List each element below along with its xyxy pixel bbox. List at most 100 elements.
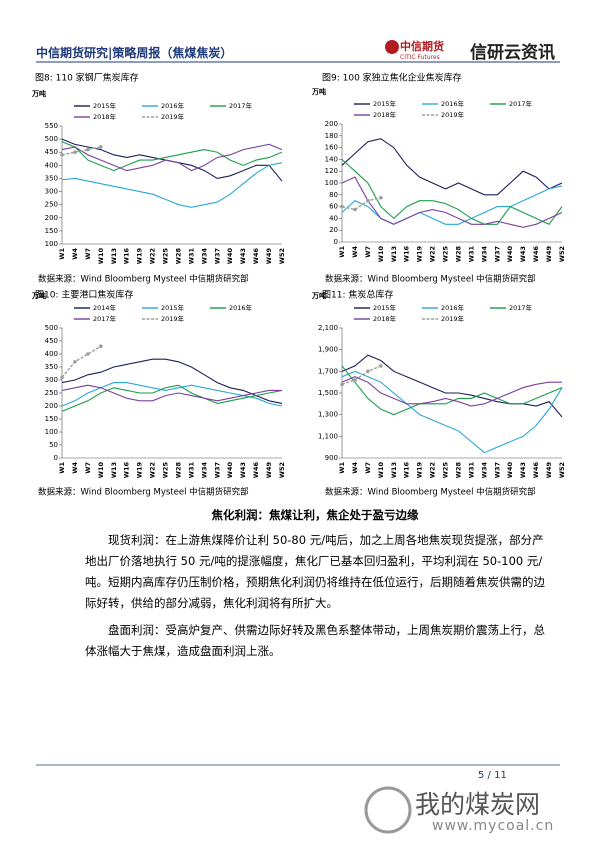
- x-tick-label: W10: [97, 462, 105, 479]
- logo: 中信期货 CITIC Futures: [400, 38, 444, 61]
- y-tick-label: 500: [45, 324, 58, 332]
- y-tick-label: 450: [45, 148, 58, 156]
- header-title: 中信期货研究|策略周报（焦煤焦炭）: [36, 46, 233, 60]
- series-marker: [379, 195, 383, 200]
- series-line: [341, 158, 563, 225]
- source: 数据来源：Wind Bloomberg Mysteel 中信期货研究部: [325, 487, 536, 498]
- series-line: [61, 138, 283, 182]
- y-tick-label: 200: [45, 402, 58, 410]
- x-tick-label: W1: [58, 248, 66, 260]
- series-marker: [86, 147, 90, 152]
- series-marker: [366, 198, 370, 203]
- legend-label: 2017年: [509, 99, 533, 108]
- series-line: [341, 370, 563, 454]
- x-tick-label: W40: [226, 462, 234, 479]
- legend-label: 2018年: [373, 314, 397, 323]
- series-line: [61, 143, 283, 172]
- legend-label: 2019年: [161, 314, 185, 323]
- x-tick-label: W40: [226, 248, 234, 265]
- x-tick-label: W25: [162, 248, 170, 265]
- x-tick-label: W19: [136, 462, 144, 479]
- legend-label: 2019年: [161, 112, 185, 121]
- y-tick-label: 150: [45, 227, 58, 235]
- x-tick-label: W19: [416, 462, 424, 479]
- x-tick-label: W13: [110, 462, 118, 478]
- y-tick-label: 1,700: [318, 367, 338, 375]
- series-line: [341, 365, 382, 385]
- unit-label: 万吨: [311, 87, 326, 96]
- series-marker: [366, 369, 370, 374]
- y-tick-label: 900: [325, 454, 338, 462]
- paragraph: 现货利润：在上游焦煤降价让利 50-80 元/吨后，加之上周各地焦炭现货提涨，部…: [85, 533, 545, 610]
- series-marker: [60, 153, 64, 157]
- series-marker: [73, 360, 77, 364]
- heading: 焦化利润：焦煤让利，焦企处于盈亏边缘: [211, 508, 419, 522]
- x-tick-label: W19: [136, 248, 144, 265]
- paragraph: 盘面利润：受高炉复产、供需边际好转及黑色系整体带动，上周焦炭期价震荡上行，总体涨…: [85, 623, 545, 658]
- unit-label: 万吨: [31, 89, 46, 98]
- x-tick-label: W34: [480, 246, 488, 263]
- series-line: [341, 176, 563, 228]
- x-tick-label: W22: [149, 248, 157, 264]
- logo-cn: 中信期货: [400, 40, 444, 53]
- series-marker: [86, 352, 90, 356]
- legend-label: 2016年: [229, 303, 253, 312]
- figure-caption: 图10: 主要港口焦炭库存: [35, 289, 133, 301]
- figure-caption: 图8: 110 家钢厂焦炭库存: [35, 72, 139, 84]
- logo-icon: [385, 40, 399, 54]
- y-tick-label: 140: [325, 155, 338, 163]
- y-tick-label: 20: [329, 226, 338, 234]
- y-tick-label: 1,900: [318, 346, 338, 354]
- y-tick-label: 40: [329, 214, 338, 222]
- legend-label: 2015年: [93, 101, 117, 110]
- source: 数据来源：Wind Bloomberg Mysteel 中信期货研究部: [38, 274, 249, 285]
- y-tick-label: 180: [325, 132, 338, 140]
- figure-caption: 图9: 100 家独立焦化企业焦炭库存: [322, 72, 462, 84]
- x-tick-label: W37: [213, 462, 221, 478]
- series-line: [61, 146, 101, 156]
- legend-label: 2015年: [373, 99, 397, 108]
- x-tick-label: W31: [187, 462, 195, 479]
- unit-label: 万吨: [31, 291, 46, 300]
- x-tick-label: W34: [200, 462, 208, 479]
- x-tick-label: W46: [252, 462, 260, 479]
- x-tick-label: W1: [338, 246, 346, 258]
- x-tick-label: W4: [351, 246, 359, 258]
- x-tick-label: W46: [532, 246, 540, 263]
- series-line: [341, 365, 563, 416]
- x-tick-label: W1: [338, 462, 346, 474]
- watermark-icon: [364, 786, 412, 834]
- series-marker: [99, 344, 103, 349]
- x-tick-label: W22: [429, 462, 437, 478]
- x-tick-label: W10: [97, 248, 105, 265]
- series-line: [61, 382, 283, 407]
- y-tick-label: 500: [45, 135, 58, 143]
- x-tick-label: W34: [480, 462, 488, 479]
- source: 数据来源：Wind Bloomberg Mysteel 中信期货研究部: [38, 487, 249, 498]
- x-tick-label: W52: [278, 462, 286, 478]
- y-tick-label: 100: [45, 428, 58, 436]
- y-tick-label: 100: [45, 240, 58, 248]
- x-tick-label: W52: [278, 248, 286, 264]
- x-tick-label: W49: [265, 462, 273, 479]
- series-line: [61, 162, 283, 208]
- legend-label: 2015年: [161, 303, 185, 312]
- x-tick-label: W16: [403, 246, 411, 263]
- x-tick-label: W7: [364, 246, 372, 258]
- x-tick-label: W52: [558, 462, 566, 478]
- x-tick-label: W37: [493, 462, 501, 478]
- x-tick-label: W25: [442, 246, 450, 263]
- body: 焦化利润：焦煤让利，焦企处于盈亏边缘 现货利润：在上游焦煤降价让利 50-80 …: [85, 505, 545, 668]
- y-tick-label: 50: [49, 441, 58, 449]
- y-tick-label: 120: [325, 167, 338, 175]
- series-line: [61, 141, 283, 172]
- y-tick-label: 550: [45, 122, 58, 130]
- legend-label: 2019年: [441, 314, 465, 323]
- legend-label: 2016年: [161, 101, 185, 110]
- y-tick-label: 300: [45, 376, 58, 384]
- legend-label: 2014年: [93, 303, 117, 312]
- x-tick-label: W13: [390, 246, 398, 262]
- series-line: [341, 197, 381, 211]
- x-tick-label: W19: [416, 246, 424, 263]
